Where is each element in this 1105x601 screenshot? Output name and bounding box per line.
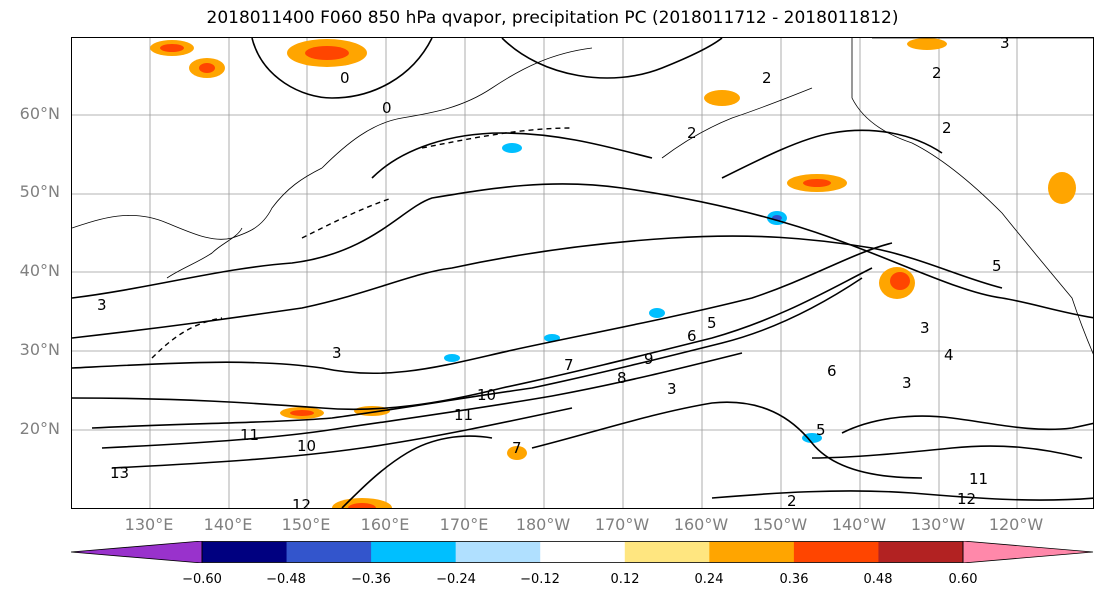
lon-label-140w: 140°W — [831, 515, 887, 534]
contour-label: 5 — [816, 421, 826, 439]
lon-label-120w: 120°W — [988, 515, 1044, 534]
contour-label: 8 — [617, 369, 627, 387]
lat-label-30n: 30°N — [19, 340, 60, 359]
coastlines — [72, 38, 1093, 355]
colorbar-max-extension — [962, 541, 1094, 563]
colorbar-tick: 0.24 — [694, 572, 724, 587]
lon-label-170w: 170°W — [594, 515, 650, 534]
colorbar-segment — [371, 541, 457, 563]
contour-label: 6 — [827, 362, 837, 380]
lon-label-160w: 160°W — [673, 515, 729, 534]
contour-label: 7 — [512, 439, 522, 457]
contour-label: 3 — [332, 344, 342, 362]
contour-label: 11 — [969, 470, 988, 488]
lat-label-60n: 60°N — [19, 104, 60, 123]
contour-label: 10 — [477, 386, 496, 404]
contour-label: 0 — [340, 69, 350, 87]
contour-label: 3 — [902, 374, 912, 392]
contour-label: 9 — [644, 350, 654, 368]
colorbar-segment — [624, 541, 710, 563]
colorbar-tick: −0.12 — [520, 572, 560, 587]
colorbar-tick: 0.60 — [948, 572, 978, 587]
lon-label-180w: 180°W — [515, 515, 571, 534]
colorbar-segment — [455, 541, 541, 563]
lat-label-50n: 50°N — [19, 182, 60, 201]
contour-label: 13 — [110, 464, 129, 482]
lon-label-130e: 130°E — [124, 515, 174, 534]
contour-label: 2 — [762, 69, 772, 87]
contour-label: 3 — [667, 380, 677, 398]
contour-label: 5 — [992, 257, 1002, 275]
colorbar-tick: 0.12 — [610, 572, 640, 587]
contour-label: 2 — [942, 119, 952, 137]
colorbar-min-extension — [71, 541, 203, 563]
contour-label: 0 — [382, 99, 392, 117]
contour-label: 3 — [97, 296, 107, 314]
colorbar — [71, 541, 1094, 563]
contour-label: 3 — [920, 319, 930, 337]
lon-label-150e: 150°E — [281, 515, 331, 534]
map-title: 2018011400 F060 850 hPa qvapor, precipit… — [206, 8, 899, 28]
colorbar-segment — [202, 541, 288, 563]
colorbar-tick: 0.36 — [779, 572, 809, 587]
colorbar-segment — [878, 541, 964, 563]
colorbar-tick: 0.48 — [863, 572, 893, 587]
contour-label: 2 — [787, 492, 797, 509]
lon-label-150w: 150°W — [752, 515, 808, 534]
colorbar-tick: −0.48 — [266, 572, 306, 587]
contour-label: 2 — [932, 64, 942, 82]
dashed-contours — [151, 127, 573, 359]
qvapor-contours — [72, 38, 1093, 508]
lon-label-140e: 140°E — [203, 515, 253, 534]
contour-label: 11 — [454, 406, 473, 424]
colorbar-segment — [709, 541, 795, 563]
contour-label: 6 — [687, 327, 697, 345]
contour-label: 12 — [292, 496, 311, 509]
contour-label: 11 — [240, 426, 259, 444]
map-panel: 0 0 2 2 2 2 3 3 3 3 3 4 5 5 6 6 7 7 8 9 … — [71, 37, 1094, 509]
contour-label: 12 — [957, 490, 976, 508]
colorbar-segment — [286, 541, 372, 563]
graticule — [72, 38, 1093, 508]
colorbar-segment — [540, 541, 626, 563]
colorbar-tick: −0.60 — [182, 572, 222, 587]
contour-label: 4 — [944, 346, 954, 364]
colorbar-tick: −0.24 — [436, 572, 476, 587]
contour-label: 3 — [1000, 38, 1010, 52]
contour-label: 7 — [564, 356, 574, 374]
colorbar-outline — [201, 541, 964, 563]
colorbar-tick: −0.36 — [351, 572, 391, 587]
lat-label-40n: 40°N — [19, 261, 60, 280]
contour-label: 2 — [687, 124, 697, 142]
colorbar-segments — [202, 541, 964, 563]
lat-label-20n: 20°N — [19, 419, 60, 438]
precip-shading — [150, 38, 1076, 508]
lon-label-130w: 130°W — [910, 515, 966, 534]
lon-label-160e: 160°E — [360, 515, 410, 534]
contour-labels: 0 0 2 2 2 2 3 3 3 3 3 4 5 5 6 6 7 7 8 9 … — [97, 38, 1010, 509]
lon-label-170e: 170°E — [439, 515, 489, 534]
map-canvas: 0 0 2 2 2 2 3 3 3 3 3 4 5 5 6 6 7 7 8 9 … — [72, 38, 1093, 509]
colorbar-segment — [793, 541, 879, 563]
contour-label: 10 — [297, 437, 316, 455]
contour-label: 5 — [707, 314, 717, 332]
